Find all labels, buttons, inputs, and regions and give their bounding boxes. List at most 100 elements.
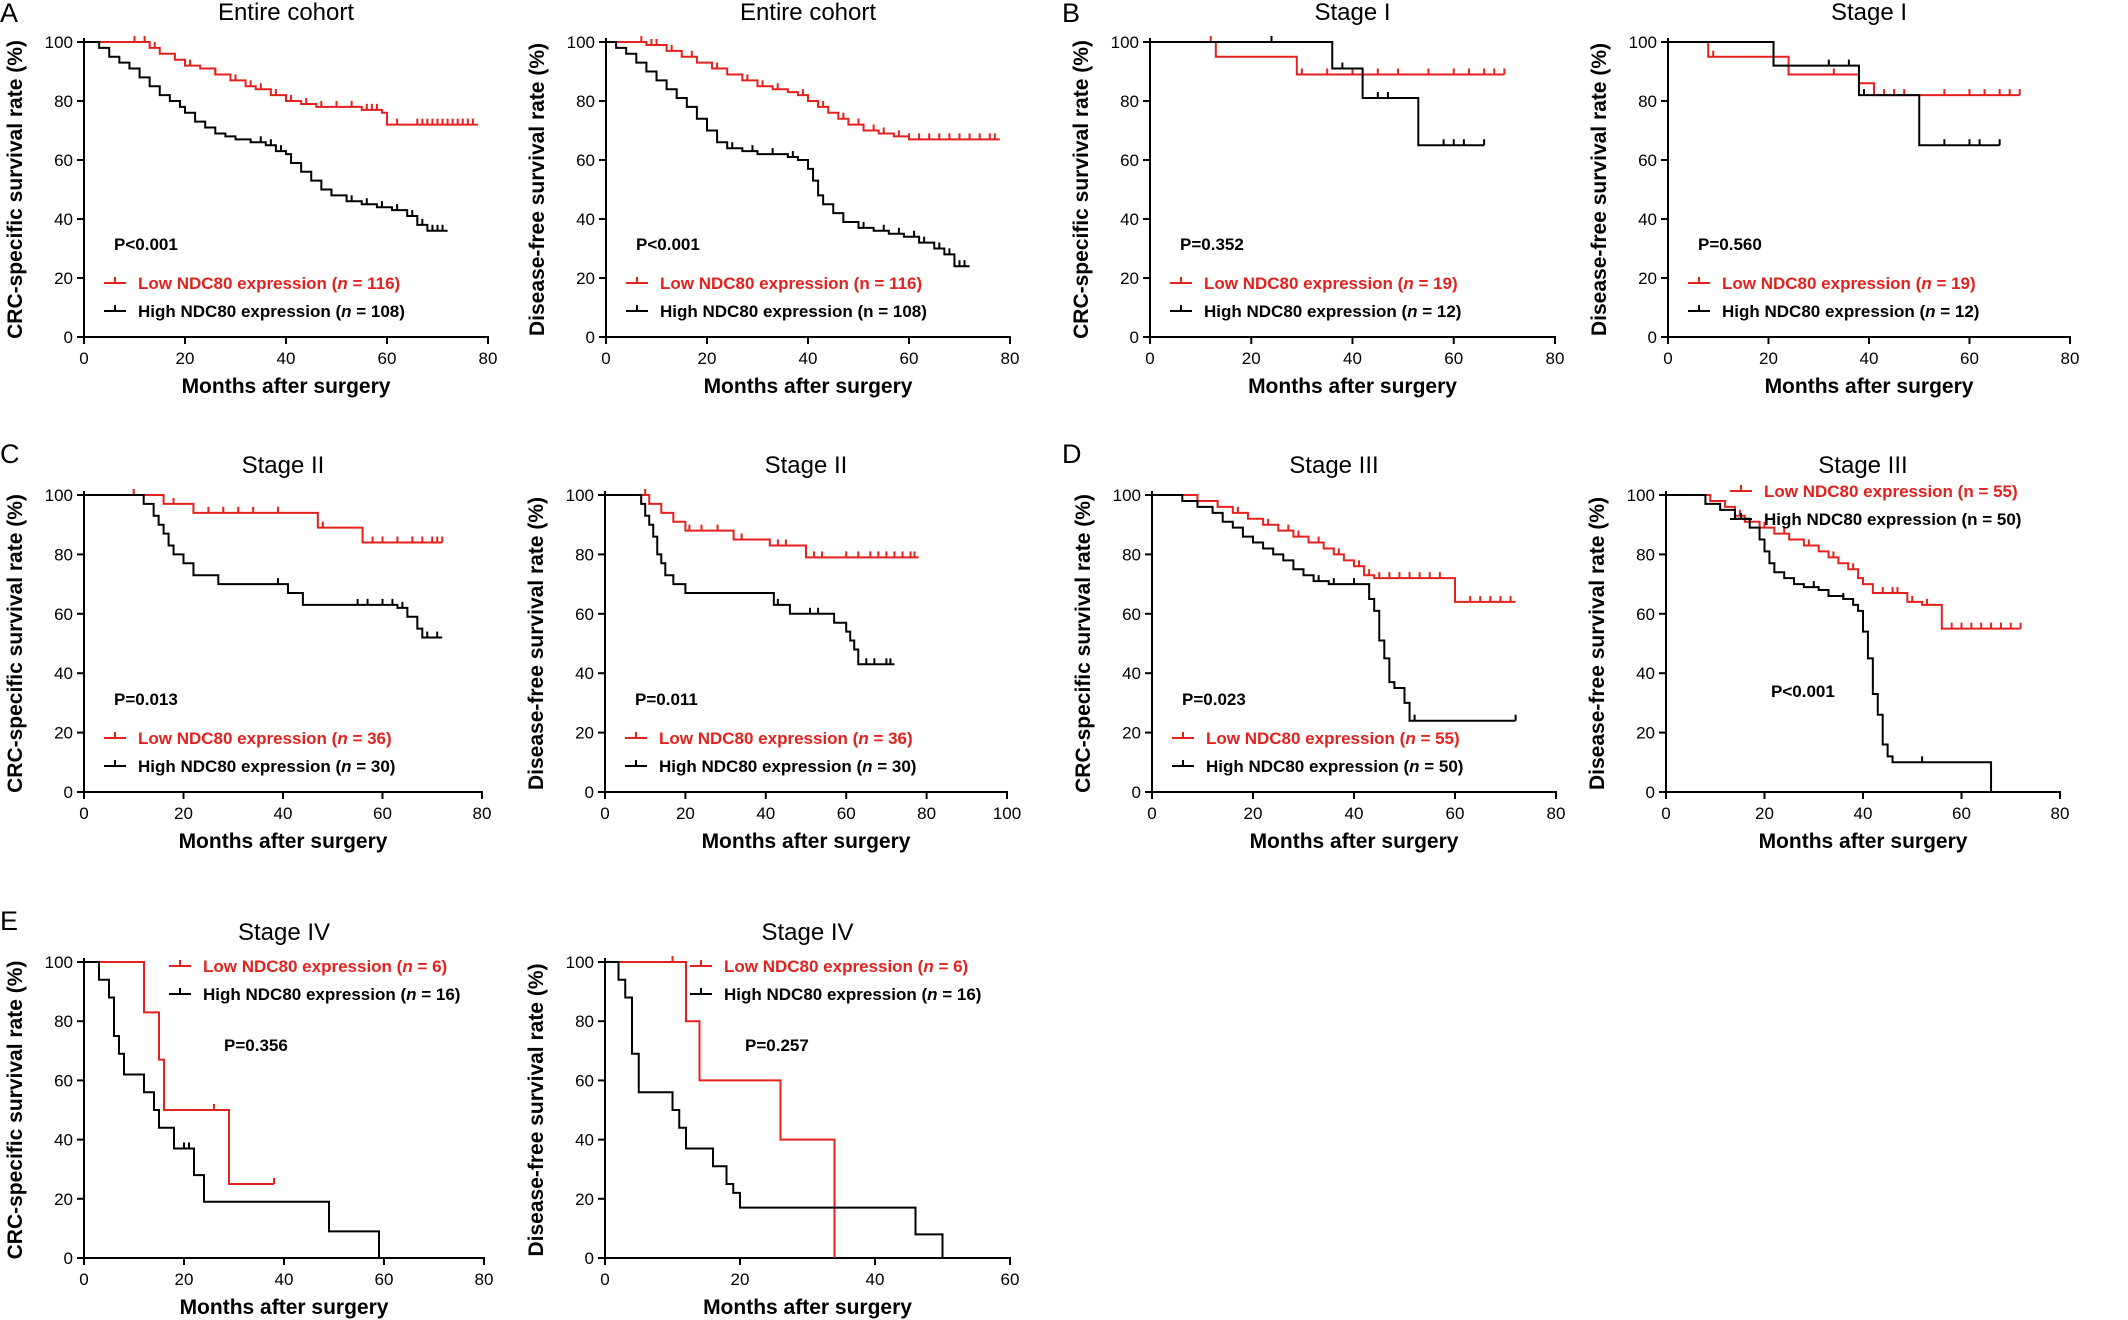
chart-panel-7: D Stage III 0 20 40 60 80 100 0 20 40 60 80 Months af… (1062, 439, 1565, 853)
chart-panel-2: Entire cohort 0 20 40 60 80 100 0 20 40 60 80 Months… (526, 0, 1019, 398)
x-tick-label: 0 (600, 1270, 609, 1289)
legend-suffix: = 50) (1420, 757, 1464, 776)
x-axis-label: Months after surgery (704, 375, 913, 398)
legend-prefix: High NDC80 expression (n = 108) (660, 302, 927, 321)
survival-curve-low (605, 961, 836, 1258)
survival-curve-high (1668, 41, 2000, 147)
panel-letter: E (0, 906, 18, 936)
legend-prefix: Low NDC80 expression ( (138, 274, 338, 293)
y-axis-label: CRC-specific survival rate (%) (1072, 494, 1095, 793)
y-tick-label: 20 (54, 724, 73, 743)
x-tick-label: 20 (175, 1270, 194, 1289)
x-tick-label: 0 (1145, 349, 1154, 368)
chart-panel-10: Stage IV 0 20 40 60 80 100 0 20 40 60 Months after … (525, 919, 1019, 1319)
p-value-label: P=0.013 (114, 690, 178, 709)
y-tick-label: 40 (576, 210, 595, 229)
y-tick-label: 40 (54, 210, 73, 229)
y-axis-label: Disease-free survival rate (%) (1586, 497, 1609, 790)
legend-n-symbol: n (862, 757, 872, 776)
legend-suffix: = 30) (873, 757, 917, 776)
legend-n-symbol: n (341, 302, 351, 321)
legend-prefix: Low NDC80 expression ( (1206, 729, 1406, 748)
x-tick-label: 20 (176, 349, 195, 368)
y-tick-label: 60 (575, 605, 594, 624)
p-value-label: P<0.001 (636, 235, 700, 254)
legend-n-symbol: n (927, 985, 937, 1004)
x-tick-label: 100 (993, 804, 1021, 823)
legend-entry-low: Low NDC80 expression (n = 55) (1206, 729, 1460, 748)
legend-prefix: Low NDC80 expression ( (659, 729, 859, 748)
p-value-label: P=0.011 (635, 690, 698, 709)
legend-prefix: Low NDC80 expression ( (724, 957, 924, 976)
chart-panel-1: A Entire cohort 0 20 40 60 80 100 0 20 40 60 80 Month… (0, 0, 497, 398)
p-value-label: P=0.023 (1182, 690, 1246, 709)
legend-prefix: Low NDC80 expression ( (1204, 274, 1404, 293)
legend-suffix: = 36) (869, 729, 913, 748)
x-tick-label: 60 (375, 1270, 394, 1289)
legend-n-symbol: n (402, 957, 412, 976)
legend-prefix: High NDC80 expression ( (1722, 302, 1925, 321)
y-axis-label: CRC-specific survival rate (%) (4, 961, 27, 1260)
legend-n-symbol: n (858, 729, 868, 748)
legend-entry-high: High NDC80 expression (n = 108) (660, 302, 927, 321)
legend-suffix: = 108) (352, 302, 405, 321)
x-tick-label: 80 (2051, 804, 2070, 823)
legend-n-symbol: n (337, 729, 347, 748)
x-tick-label: 40 (866, 1270, 885, 1289)
y-tick-label: 40 (1120, 210, 1139, 229)
legend-entry-high: High NDC80 expression (n = 108) (138, 302, 405, 321)
panel-letter: A (0, 0, 18, 28)
survival-curve-low (84, 961, 274, 1185)
p-value-label: P=0.356 (224, 1036, 288, 1055)
x-tick-label: 60 (1444, 349, 1463, 368)
x-tick-label: 40 (277, 349, 296, 368)
chart-panel-8: Stage III 0 20 40 60 80 100 0 20 40 60 80 Months aft… (1586, 452, 2069, 853)
y-tick-label: 100 (45, 33, 73, 52)
y-axis-label: Disease-free survival rate (%) (1588, 43, 1611, 336)
x-tick-label: 40 (1345, 804, 1364, 823)
x-tick-label: 80 (1546, 349, 1565, 368)
x-tick-label: 20 (731, 1270, 750, 1289)
legend-entry-low: Low NDC80 expression (n = 116) (660, 274, 922, 293)
survival-curve-low (84, 494, 443, 544)
legend-prefix: High NDC80 expression ( (1204, 302, 1407, 321)
legend-n-symbol: n (1403, 274, 1413, 293)
legend-entry-high: High NDC80 expression (n = 16) (724, 985, 981, 1004)
legend-n-symbol: n (1925, 302, 1935, 321)
survival-curve-high (84, 494, 443, 639)
y-tick-label: 20 (1636, 724, 1655, 743)
x-tick-label: 20 (1244, 804, 1263, 823)
legend-prefix: Low NDC80 expression ( (203, 957, 403, 976)
x-tick-label: 20 (676, 804, 695, 823)
legend-prefix: High NDC80 expression ( (138, 302, 341, 321)
x-tick-label: 40 (1343, 349, 1362, 368)
x-axis-label: Months after surgery (1250, 830, 1459, 853)
x-tick-label: 60 (373, 804, 392, 823)
chart-panel-3: B Stage I 0 20 40 60 80 100 0 20 40 60 80 Months afte… (1062, 0, 1564, 398)
y-tick-label: 80 (1636, 545, 1655, 564)
x-tick-label: 80 (1001, 349, 1020, 368)
y-tick-label: 0 (1130, 328, 1139, 347)
y-tick-label: 60 (54, 605, 73, 624)
y-tick-label: 80 (54, 1012, 73, 1031)
y-tick-label: 40 (1636, 664, 1655, 683)
legend-entry-high: High NDC80 expression (n = 12) (1722, 302, 1979, 321)
y-tick-label: 20 (1120, 269, 1139, 288)
legend-n-symbol: n (1405, 729, 1415, 748)
chart-title: Stage II (242, 452, 325, 479)
legend-prefix: High NDC80 expression ( (659, 757, 862, 776)
legend-prefix: Low NDC80 expression (n = 55) (1764, 482, 2018, 501)
legend-prefix: High NDC80 expression ( (1206, 757, 1409, 776)
chart-title: Stage IV (238, 919, 330, 946)
x-tick-label: 40 (756, 804, 775, 823)
y-tick-label: 80 (1638, 92, 1657, 111)
y-axis-label: CRC-specific survival rate (%) (4, 494, 27, 793)
legend-entry-low: Low NDC80 expression (n = 6) (724, 957, 968, 976)
y-tick-label: 100 (1629, 33, 1657, 52)
chart-title: Stage II (765, 452, 848, 479)
y-axis-label: Disease-free survival rate (%) (526, 43, 549, 336)
chart-panel-6: Stage II 0 20 40 60 80 100 0 20 40 60 80 100 Months a… (525, 452, 1021, 853)
y-tick-label: 60 (575, 1071, 594, 1090)
x-tick-label: 40 (1860, 349, 1879, 368)
chart-panel-5: C Stage II 0 20 40 60 80 100 0 20 40 60 80 Months aft… (0, 439, 491, 853)
